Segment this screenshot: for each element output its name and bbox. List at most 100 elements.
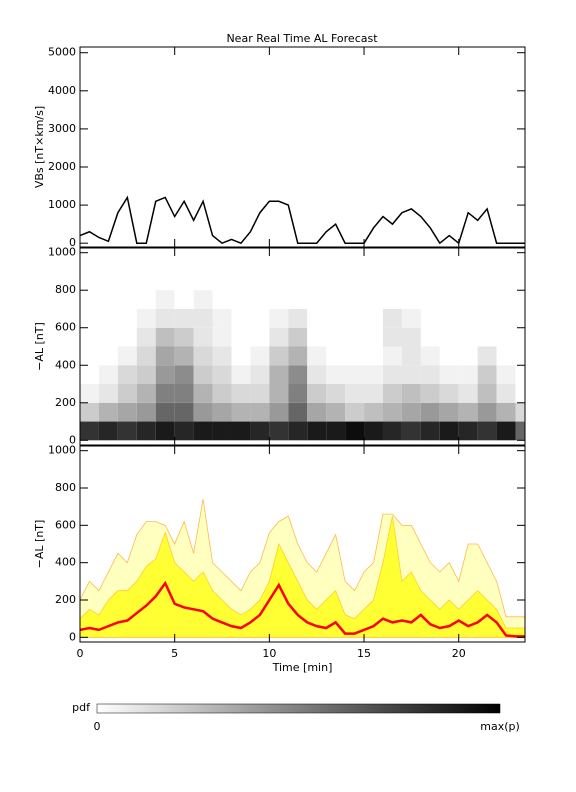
pdf-cell [420,384,440,403]
pdf-cell [515,365,525,385]
pdf-cell [212,290,232,309]
pdf-cell [420,402,440,422]
pdf-cell [364,402,383,422]
pdf-cell [477,290,497,309]
x-tick-label: 20 [452,647,466,660]
pdf-cell [155,327,175,347]
pdf-cell [515,384,525,403]
pdf-cell [326,308,346,328]
y-tick-label: 3000 [48,122,76,135]
pdf-cell [269,308,289,328]
colorbar-label: pdf [72,701,91,714]
pdf-cell [250,346,270,366]
plot-area [80,290,525,441]
pdf-cell [136,402,156,422]
axes-frame [79,445,526,643]
pdf-cell [382,327,402,347]
pdf-cell [382,346,402,366]
pdf-cell [326,421,346,441]
pdf-cell [458,290,478,309]
pdf-cell [364,384,383,403]
pdf-cell [496,290,516,309]
pdf-cell [98,421,118,441]
pdf-cell [439,346,459,366]
pdf-cell [231,290,251,309]
pdf-cell [80,384,99,403]
pdf-cell [269,384,289,403]
pdf-cell [136,421,156,441]
pdf-cell [364,421,383,441]
pdf-cell [174,402,194,422]
y-tick-label: 400 [55,358,76,371]
pdf-cell [477,421,497,441]
pdf-cell [250,365,270,385]
pdf-cell [439,308,459,328]
pdf-cell [98,327,118,347]
pdf-cell [345,384,365,403]
pdf-cell [269,365,289,385]
pdf-cell [136,308,156,328]
pdf-cell [477,327,497,347]
pdf-cell [496,365,516,385]
pdf-cell [458,327,478,347]
pdf-cell [80,402,99,422]
pdf-cell [288,290,308,309]
pdf-cell [288,327,308,347]
pdf-cell [174,384,194,403]
pdf-cell [420,346,440,366]
pdf-cell [117,346,137,366]
x-tick-label: 0 [77,647,84,660]
pdf-cell [117,327,137,347]
pdf-cell [401,421,421,441]
pdf-cell [80,346,99,366]
x-tick-label: 10 [262,647,276,660]
pdf-cell [439,421,459,441]
pdf-cell [98,384,118,403]
plot-area [80,499,525,638]
pdf-cell [136,384,156,403]
pdf-cell [269,346,289,366]
pdf-cell [364,290,383,309]
pdf-cell [477,308,497,328]
pdf-cell [117,365,137,385]
y-tick-label: 800 [55,481,76,494]
pdf-cell [231,346,251,366]
y-axis-label: −AL [nT] [33,520,46,569]
pdf-cell [420,290,440,309]
pdf-cell [174,327,194,347]
pdf-cell [307,421,327,441]
y-tick-label: 600 [55,518,76,531]
pdf-cell [382,384,402,403]
plot-area [80,195,525,245]
pdf-cell [288,402,308,422]
pdf-cell [364,346,383,366]
pdf-cell [364,327,383,347]
pdf-cell [193,384,213,403]
pdf-cell [231,402,251,422]
pdf-cell [496,421,516,441]
x-tick-label: 5 [171,647,178,660]
y-tick-label: 1000 [48,198,76,211]
pdf-cell [231,365,251,385]
pdf-cell [420,327,440,347]
y-tick-label: 800 [55,283,76,296]
forecast-band [80,515,525,638]
pdf-cell [307,402,327,422]
pdf-cell [364,365,383,385]
pdf-cell [212,365,232,385]
pdf-cell [382,421,402,441]
pdf-cell [382,290,402,309]
pdf-cell [250,421,270,441]
pdf-cell [117,421,137,441]
y-tick-label: 2000 [48,160,76,173]
pdf-cell [420,421,440,441]
axes-frame [79,46,526,248]
pdf-cell [250,290,270,309]
pdf-cell [458,421,478,441]
pdf-cell [326,365,346,385]
pdf-cell [420,365,440,385]
pdf-cell [458,308,478,328]
pdf-cell [80,308,99,328]
colorbar-max: max(p) [480,720,520,733]
pdf-cell [193,346,213,366]
